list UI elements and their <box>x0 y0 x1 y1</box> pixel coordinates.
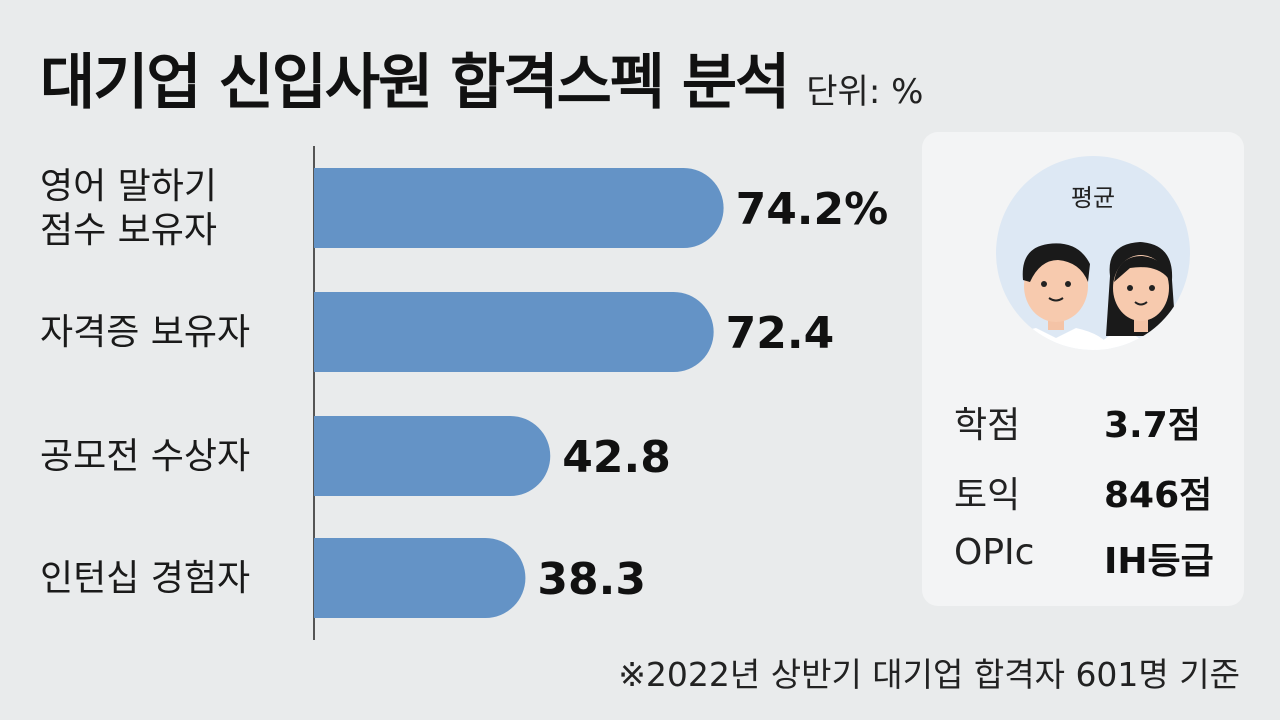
title-row: 대기업 신입사원 합격스펙 분석 단위: % <box>40 34 923 121</box>
average-illustration: 평균 <box>996 156 1190 350</box>
bar <box>314 292 714 372</box>
stat-row-toeic: 토익 846점 <box>954 466 1212 518</box>
average-label: 평균 <box>1070 184 1116 212</box>
woman-mouth <box>1134 301 1148 306</box>
footnote: ※2022년 상반기 대기업 합격자 601명 기준 <box>618 655 1240 694</box>
chart-title: 대기업 신입사원 합격스펙 분석 <box>40 48 790 118</box>
stat-key: OPIc <box>954 532 1035 573</box>
woman-face-icon <box>1113 255 1169 321</box>
value-label: 74.2% <box>736 184 889 235</box>
value-label: 72.4 <box>726 308 835 359</box>
bar <box>314 538 526 618</box>
value-label: 42.8 <box>562 432 671 483</box>
people-illustration <box>1000 242 1190 350</box>
unit-label: 단위: % <box>806 72 924 112</box>
man-face-icon <box>1024 250 1088 322</box>
average-card: 평균 학점 3.7점 토익 846점 OPIc IH등급 <box>922 132 1244 606</box>
woman-eye-left <box>1127 285 1133 291</box>
stat-key: 학점 <box>954 405 1021 446</box>
category-label: 영어 말하기 <box>40 166 217 207</box>
man-hair-icon <box>1022 243 1090 282</box>
bar <box>314 416 551 496</box>
category-label: 공모전 수상자 <box>40 436 250 477</box>
stat-value: 846점 <box>1104 475 1213 516</box>
stat-value: 3.7점 <box>1104 405 1201 446</box>
category-label: 점수 보유자 <box>40 210 217 251</box>
stat-value: IH등급 <box>1104 541 1214 582</box>
woman-eye-right <box>1149 285 1155 291</box>
stat-row-opic: OPIc IH등급 <box>954 532 1214 584</box>
value-label: 38.3 <box>537 554 646 605</box>
bar <box>314 168 724 248</box>
stat-key: 토익 <box>954 475 1021 516</box>
category-label: 자격증 보유자 <box>40 312 250 353</box>
man-shirt-icon <box>1000 328 1112 350</box>
woman-bangs <box>1114 256 1168 282</box>
man-eye-left <box>1041 281 1047 287</box>
man-eye-right <box>1065 281 1071 287</box>
man-mouth <box>1048 297 1064 302</box>
stat-row-gpa: 학점 3.7점 <box>954 396 1201 448</box>
category-label: 인턴십 경험자 <box>40 558 250 599</box>
